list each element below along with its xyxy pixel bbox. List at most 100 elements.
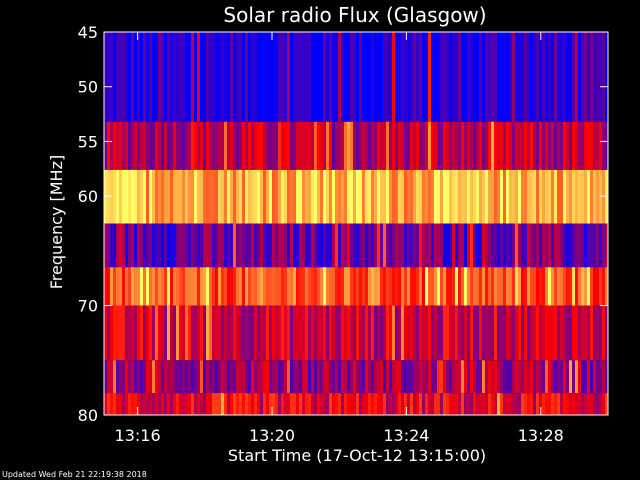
spectrogram-cell bbox=[233, 169, 236, 224]
spectrogram-cell bbox=[545, 393, 548, 415]
spectrogram-cell bbox=[464, 223, 467, 268]
spectrogram-cell bbox=[269, 121, 272, 170]
spectrogram-cell bbox=[257, 121, 260, 170]
spectrogram-cell bbox=[122, 305, 125, 361]
spectrogram-cell bbox=[170, 223, 173, 268]
spectrogram-cell bbox=[320, 32, 323, 122]
spectrogram-cell bbox=[344, 393, 347, 415]
spectrogram-cell bbox=[371, 360, 374, 394]
spectrogram-cell bbox=[374, 267, 377, 306]
spectrogram-cell bbox=[578, 169, 581, 224]
spectrogram-cell bbox=[317, 223, 320, 268]
spectrogram-cell bbox=[272, 267, 275, 306]
spectrogram-cell bbox=[299, 121, 302, 170]
spectrogram-cell bbox=[299, 360, 302, 394]
spectrogram-cell bbox=[344, 223, 347, 268]
spectrogram-cell bbox=[386, 223, 389, 268]
spectrogram-cell bbox=[554, 360, 557, 394]
spectrogram-cell bbox=[134, 121, 137, 170]
spectrogram-cell bbox=[527, 360, 530, 394]
spectrogram-cell bbox=[467, 223, 470, 268]
spectrogram-cell bbox=[569, 223, 572, 268]
spectrogram-cell bbox=[494, 393, 497, 415]
spectrogram-cell bbox=[566, 267, 569, 306]
spectrogram-cell bbox=[359, 223, 362, 268]
spectrogram-cell bbox=[416, 267, 419, 306]
spectrogram-cell bbox=[575, 121, 578, 170]
spectrogram-cell bbox=[179, 393, 182, 415]
spectrogram-cell bbox=[128, 393, 131, 415]
spectrogram-cell bbox=[404, 360, 407, 394]
spectrogram-cell bbox=[527, 305, 530, 361]
spectrogram-cell bbox=[275, 223, 278, 268]
spectrogram-cell bbox=[140, 121, 143, 170]
spectrogram-cell bbox=[299, 169, 302, 224]
spectrogram-cell bbox=[113, 360, 116, 394]
spectrogram-cell bbox=[392, 169, 395, 224]
spectrogram-cell bbox=[572, 223, 575, 268]
spectrogram-cell bbox=[599, 32, 602, 122]
spectrogram-cell bbox=[332, 393, 335, 415]
spectrogram-cell bbox=[509, 169, 512, 224]
spectrogram-cell bbox=[581, 267, 584, 306]
spectrogram-cell bbox=[593, 169, 596, 224]
spectrogram-cell bbox=[470, 267, 473, 306]
spectrogram-cell bbox=[485, 223, 488, 268]
spectrogram-cell bbox=[122, 32, 125, 122]
spectrogram-cell bbox=[119, 32, 122, 122]
spectrogram-cell bbox=[503, 305, 506, 361]
spectrogram-cell bbox=[542, 223, 545, 268]
spectrogram-cell bbox=[365, 32, 368, 122]
spectrogram-cell bbox=[110, 267, 113, 306]
spectrogram-cell bbox=[212, 223, 215, 268]
spectrogram-cell bbox=[440, 360, 443, 394]
spectrogram-cell bbox=[128, 32, 131, 122]
spectrogram-cell bbox=[242, 121, 245, 170]
spectrogram-cell bbox=[407, 393, 410, 415]
spectrogram-cell bbox=[209, 32, 212, 122]
spectrogram-cell bbox=[428, 305, 431, 361]
spectrogram-cell bbox=[197, 32, 200, 122]
spectrogram-cell bbox=[212, 393, 215, 415]
spectrogram-cell bbox=[509, 223, 512, 268]
spectrogram-cell bbox=[482, 121, 485, 170]
spectrogram-cell bbox=[485, 305, 488, 361]
spectrogram-cell bbox=[194, 305, 197, 361]
spectrogram-cell bbox=[467, 267, 470, 306]
spectrogram-cell bbox=[179, 305, 182, 361]
spectrogram-cell bbox=[350, 305, 353, 361]
spectrogram-cell bbox=[104, 121, 107, 170]
spectrogram-cell bbox=[191, 305, 194, 361]
spectrogram-cell bbox=[500, 223, 503, 268]
spectrogram-cell bbox=[533, 360, 536, 394]
spectrogram-cell bbox=[419, 223, 422, 268]
spectrogram-cell bbox=[149, 267, 152, 306]
spectrogram-cell bbox=[155, 360, 158, 394]
spectrogram-cell bbox=[158, 360, 161, 394]
spectrogram-cell bbox=[266, 267, 269, 306]
spectrogram-cell bbox=[209, 169, 212, 224]
spectrogram-cell bbox=[155, 169, 158, 224]
spectrogram-cell bbox=[428, 267, 431, 306]
spectrogram-cell bbox=[455, 169, 458, 224]
spectrogram-cell bbox=[218, 267, 221, 306]
spectrogram-cell bbox=[437, 32, 440, 122]
spectrogram-cell bbox=[146, 121, 149, 170]
spectrogram-cell bbox=[272, 360, 275, 394]
spectrogram-cell bbox=[458, 267, 461, 306]
spectrogram-cell bbox=[302, 32, 305, 122]
spectrogram-cell bbox=[518, 360, 521, 394]
spectrogram-cell bbox=[290, 121, 293, 170]
spectrogram-cell bbox=[371, 305, 374, 361]
spectrogram-cell bbox=[146, 393, 149, 415]
spectrogram-cell bbox=[278, 121, 281, 170]
spectrogram-cell bbox=[602, 360, 605, 394]
spectrogram-cell bbox=[356, 32, 359, 122]
spectrogram-cell bbox=[248, 360, 251, 394]
spectrogram-cell bbox=[161, 121, 164, 170]
spectrogram-cell bbox=[311, 32, 314, 122]
spectrogram-cell bbox=[413, 169, 416, 224]
spectrogram-cell bbox=[212, 360, 215, 394]
spectrogram-cell bbox=[512, 32, 515, 122]
spectrogram-cell bbox=[275, 393, 278, 415]
